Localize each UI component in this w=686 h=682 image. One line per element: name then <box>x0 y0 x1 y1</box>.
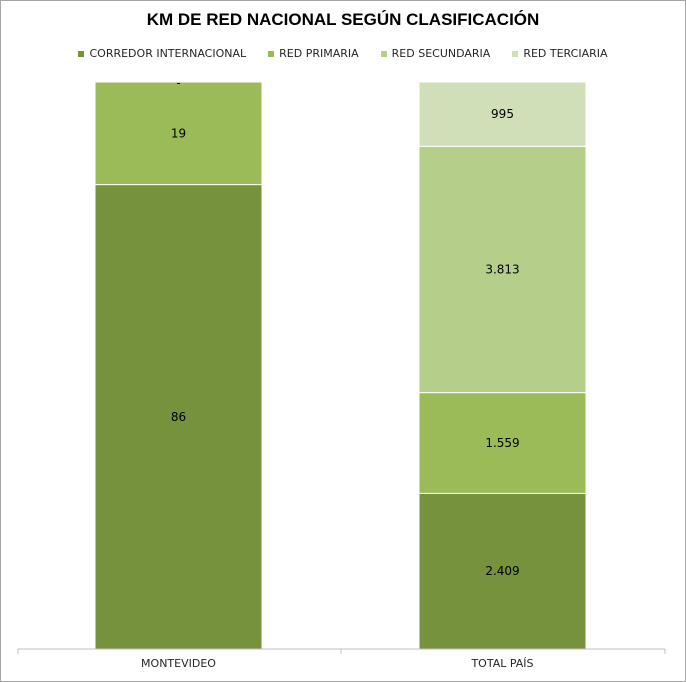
data-label-1-0: 2.409 <box>485 564 519 578</box>
category-label-0: MONTEVIDEO <box>141 657 216 670</box>
legend-swatch-red-primaria <box>268 50 275 57</box>
category-label-1: TOTAL PAÍS <box>470 657 533 670</box>
chart-title: KM DE RED NACIONAL SEGÚN CLASIFICACIÓN <box>146 10 540 29</box>
data-label-0-0: 86 <box>171 410 186 424</box>
bar-1-segment-2 <box>418 145 587 394</box>
data-label-1-2: 3.813 <box>485 262 519 276</box>
legend-item-red-secundaria: RED SECUNDARIA <box>380 47 491 60</box>
legend-label-red-terciaria: RED TERCIARIA <box>523 47 608 60</box>
legend-swatch-red-secundaria <box>380 50 387 57</box>
legend-swatch-corredor-internacional <box>78 50 85 57</box>
legend-swatch-red-terciaria <box>512 50 519 57</box>
bar-0-segment-0 <box>94 184 263 650</box>
legend: CORREDOR INTERNACIONAL RED PRIMARIA RED … <box>0 47 686 60</box>
legend-label-red-primaria: RED PRIMARIA <box>279 47 359 60</box>
data-label-0-2: - <box>176 76 180 90</box>
legend-item-red-primaria: RED PRIMARIA <box>268 47 359 60</box>
legend-item-corredor-internacional: CORREDOR INTERNACIONAL <box>78 47 246 60</box>
legend-item-red-terciaria: RED TERCIARIA <box>512 47 608 60</box>
bar-1-segment-0 <box>418 492 587 650</box>
bar-0-segment-1 <box>94 81 263 186</box>
data-label-1-3: 995 <box>491 107 514 121</box>
data-label-1-1: 1.559 <box>485 436 519 450</box>
legend-label-red-secundaria: RED SECUNDARIA <box>391 47 491 60</box>
data-label-0-1: 19 <box>171 126 186 140</box>
legend-label-corredor-internacional: CORREDOR INTERNACIONAL <box>89 47 247 60</box>
bar-1-segment-1 <box>418 392 587 494</box>
bar-1-segment-3 <box>418 81 587 147</box>
